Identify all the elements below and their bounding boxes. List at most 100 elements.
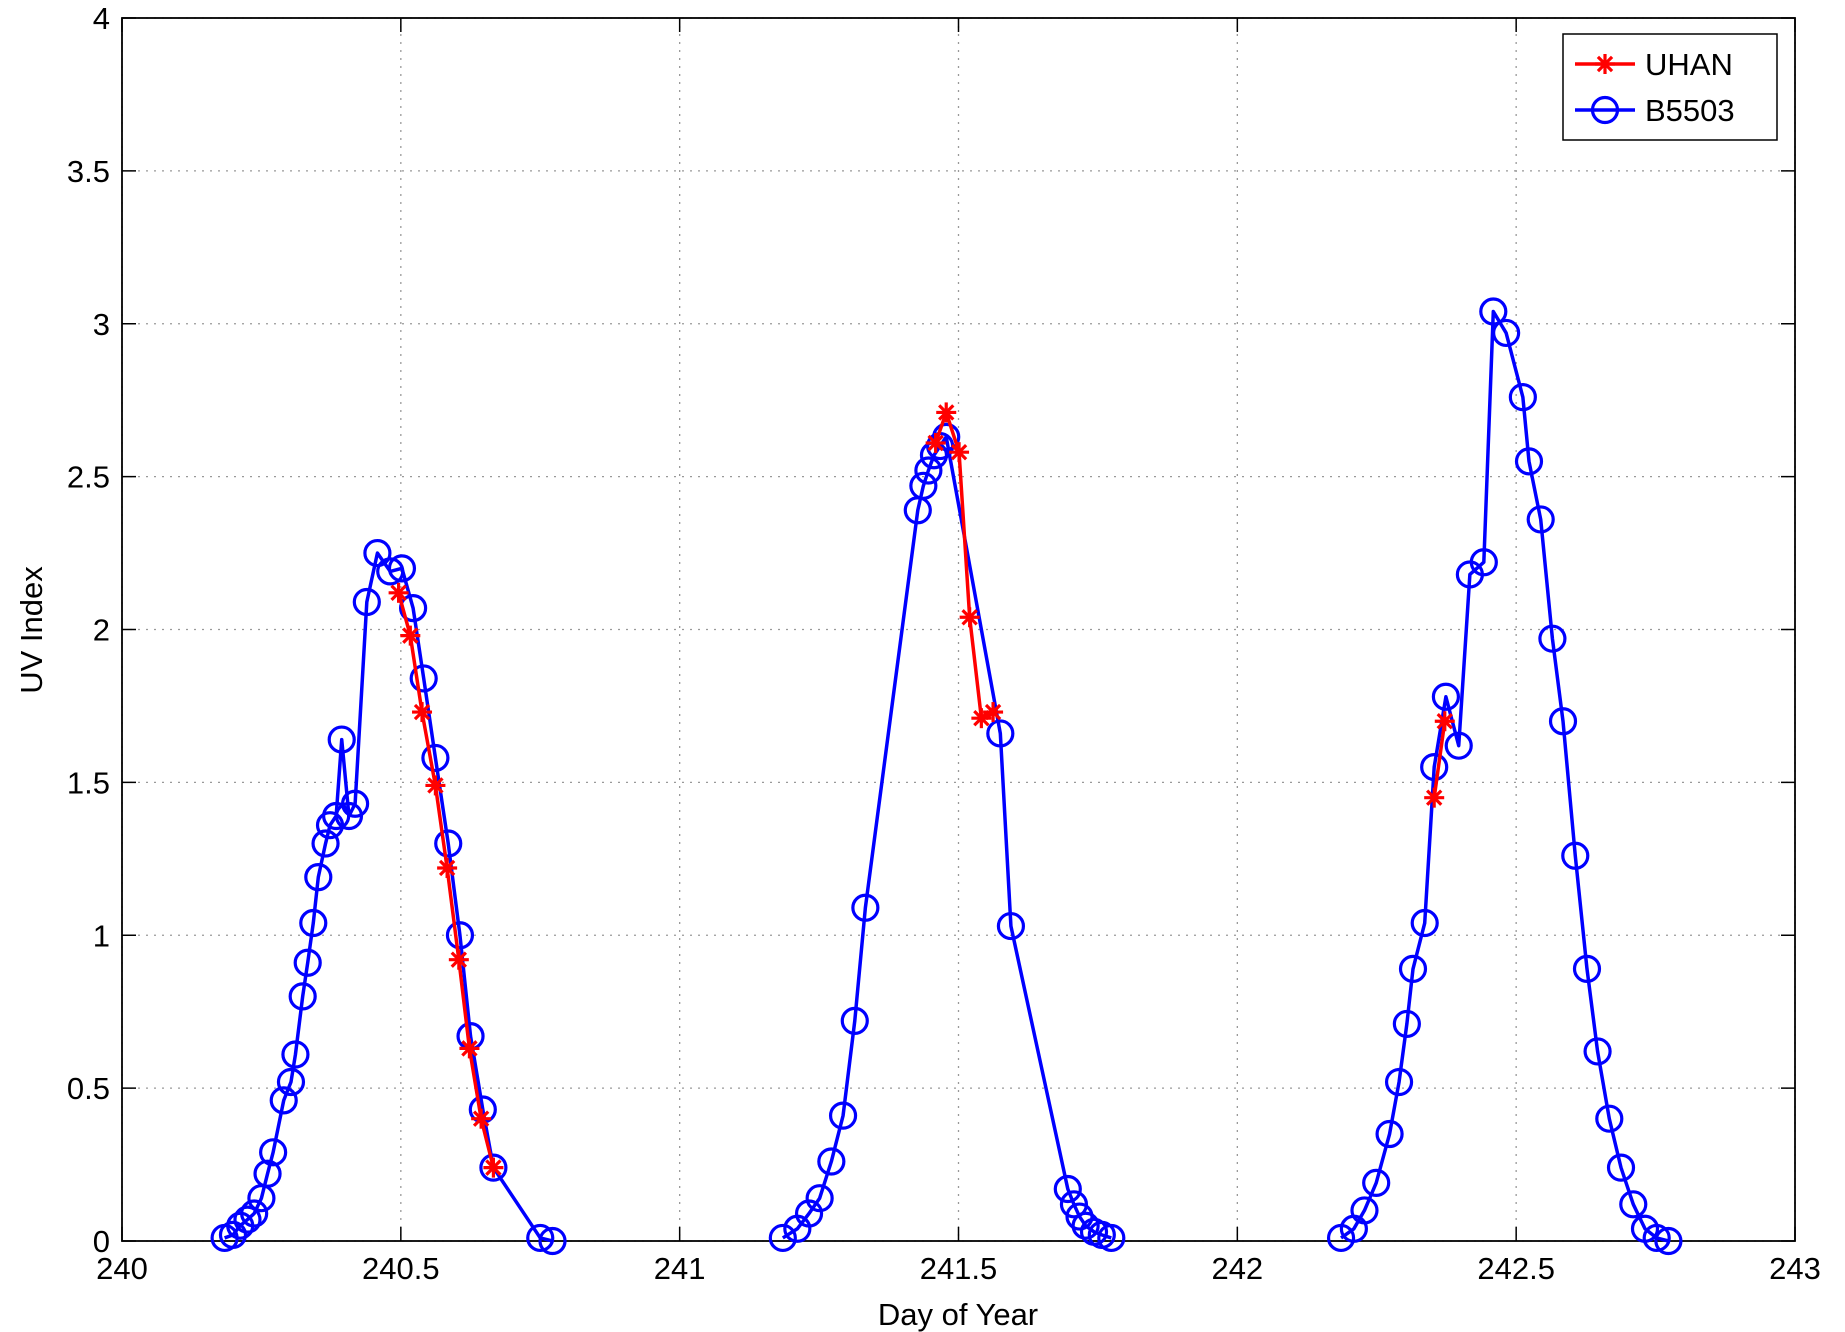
marker: [959, 607, 980, 628]
marker: [925, 432, 946, 453]
marker: [437, 857, 458, 878]
marker: [218, 1220, 248, 1249]
marker-stroke: [1436, 713, 1453, 730]
marker: [479, 1153, 508, 1182]
marker: [851, 893, 880, 922]
marker: [1590, 95, 1620, 125]
marker: [996, 911, 1026, 941]
marker: [1583, 1037, 1612, 1066]
marker: [1424, 787, 1445, 808]
marker: [1384, 1067, 1414, 1097]
x-tick-label: 240.5: [362, 1251, 440, 1286]
marker: [311, 829, 340, 858]
marker: [412, 702, 433, 723]
marker: [1375, 1119, 1404, 1149]
marker: [1097, 1223, 1126, 1253]
legend-label: UHAN: [1645, 47, 1733, 82]
marker: [1514, 447, 1544, 476]
marker-stroke: [427, 777, 444, 794]
marker: [1572, 954, 1602, 983]
legend-box: [1562, 33, 1778, 141]
marker: [434, 829, 463, 858]
marker: [1548, 707, 1578, 736]
marker-stroke: [1425, 789, 1443, 806]
marker-stroke: [485, 1159, 502, 1176]
marker: [1420, 752, 1449, 782]
marker: [352, 587, 381, 617]
marker: [288, 982, 317, 1011]
marker: [805, 1184, 834, 1213]
x-tick-label: 241.5: [920, 1251, 998, 1286]
marker: [269, 1086, 298, 1115]
marker: [299, 908, 328, 938]
marker: [233, 1205, 262, 1234]
marker: [1350, 1196, 1379, 1225]
marker: [483, 1157, 504, 1178]
marker: [399, 593, 428, 623]
marker: [1398, 954, 1428, 983]
x-tick-label: 241: [654, 1251, 706, 1286]
marker: [388, 582, 409, 603]
y-tick-label: 0.5: [67, 1071, 110, 1106]
marker-stroke: [461, 1040, 478, 1057]
marker: [1526, 505, 1555, 534]
x-tick-label: 240: [96, 1251, 148, 1286]
marker: [817, 1147, 846, 1176]
marker: [828, 1101, 858, 1130]
marker: [1469, 548, 1498, 577]
marker-stroke: [950, 443, 968, 461]
y-tick-label: 0: [93, 1224, 110, 1259]
marker: [1392, 1009, 1421, 1039]
marker: [259, 1138, 288, 1167]
marker: [304, 863, 333, 892]
marker: [526, 1223, 555, 1253]
marker: [1410, 908, 1439, 938]
marker: [387, 554, 417, 583]
y-tick-label: 3.5: [67, 154, 110, 189]
marker-stroke: [390, 584, 407, 602]
marker: [909, 471, 938, 500]
marker: [459, 1038, 480, 1059]
y-tick-label: 2: [93, 613, 110, 648]
marker-stroke: [438, 859, 456, 877]
marker-stroke: [927, 434, 944, 452]
marker: [1538, 624, 1567, 653]
marker: [1071, 1211, 1100, 1240]
marker: [1508, 383, 1537, 412]
marker: [421, 743, 450, 773]
legend-label: B5503: [1645, 93, 1735, 128]
series-line: [396, 410, 1447, 1169]
legend: UHAN B5503: [1562, 33, 1778, 141]
marker: [293, 948, 322, 977]
marker: [914, 456, 943, 485]
marker-stroke: [402, 627, 419, 644]
marker: [281, 1040, 310, 1069]
marker-stroke: [984, 703, 1002, 721]
y-tick-label: 1.5: [67, 765, 110, 800]
y-axis-label: UV Index: [14, 566, 49, 694]
marker: [341, 789, 370, 818]
marker: [1561, 841, 1590, 870]
y-tick-label: 4: [93, 1, 110, 36]
marker: [253, 1159, 282, 1188]
marker: [1595, 54, 1615, 74]
marker: [840, 1006, 869, 1035]
marker: [932, 422, 961, 451]
x-tick-label: 243: [1769, 1251, 1821, 1286]
plot-frame: [121, 17, 1796, 1242]
y-tick-label: 1: [93, 918, 110, 953]
marker: [1654, 1226, 1683, 1256]
marker: [768, 1223, 797, 1253]
marker: [1053, 1174, 1082, 1204]
marker: [1362, 1168, 1391, 1198]
marker: [448, 949, 469, 970]
marker: [1642, 1223, 1671, 1253]
marker: [1479, 297, 1508, 326]
marker: [240, 1199, 269, 1228]
marker-stroke: [961, 609, 978, 626]
y-tick-label: 3: [93, 307, 110, 342]
marker: [1606, 1153, 1636, 1182]
marker-stroke: [413, 703, 431, 721]
